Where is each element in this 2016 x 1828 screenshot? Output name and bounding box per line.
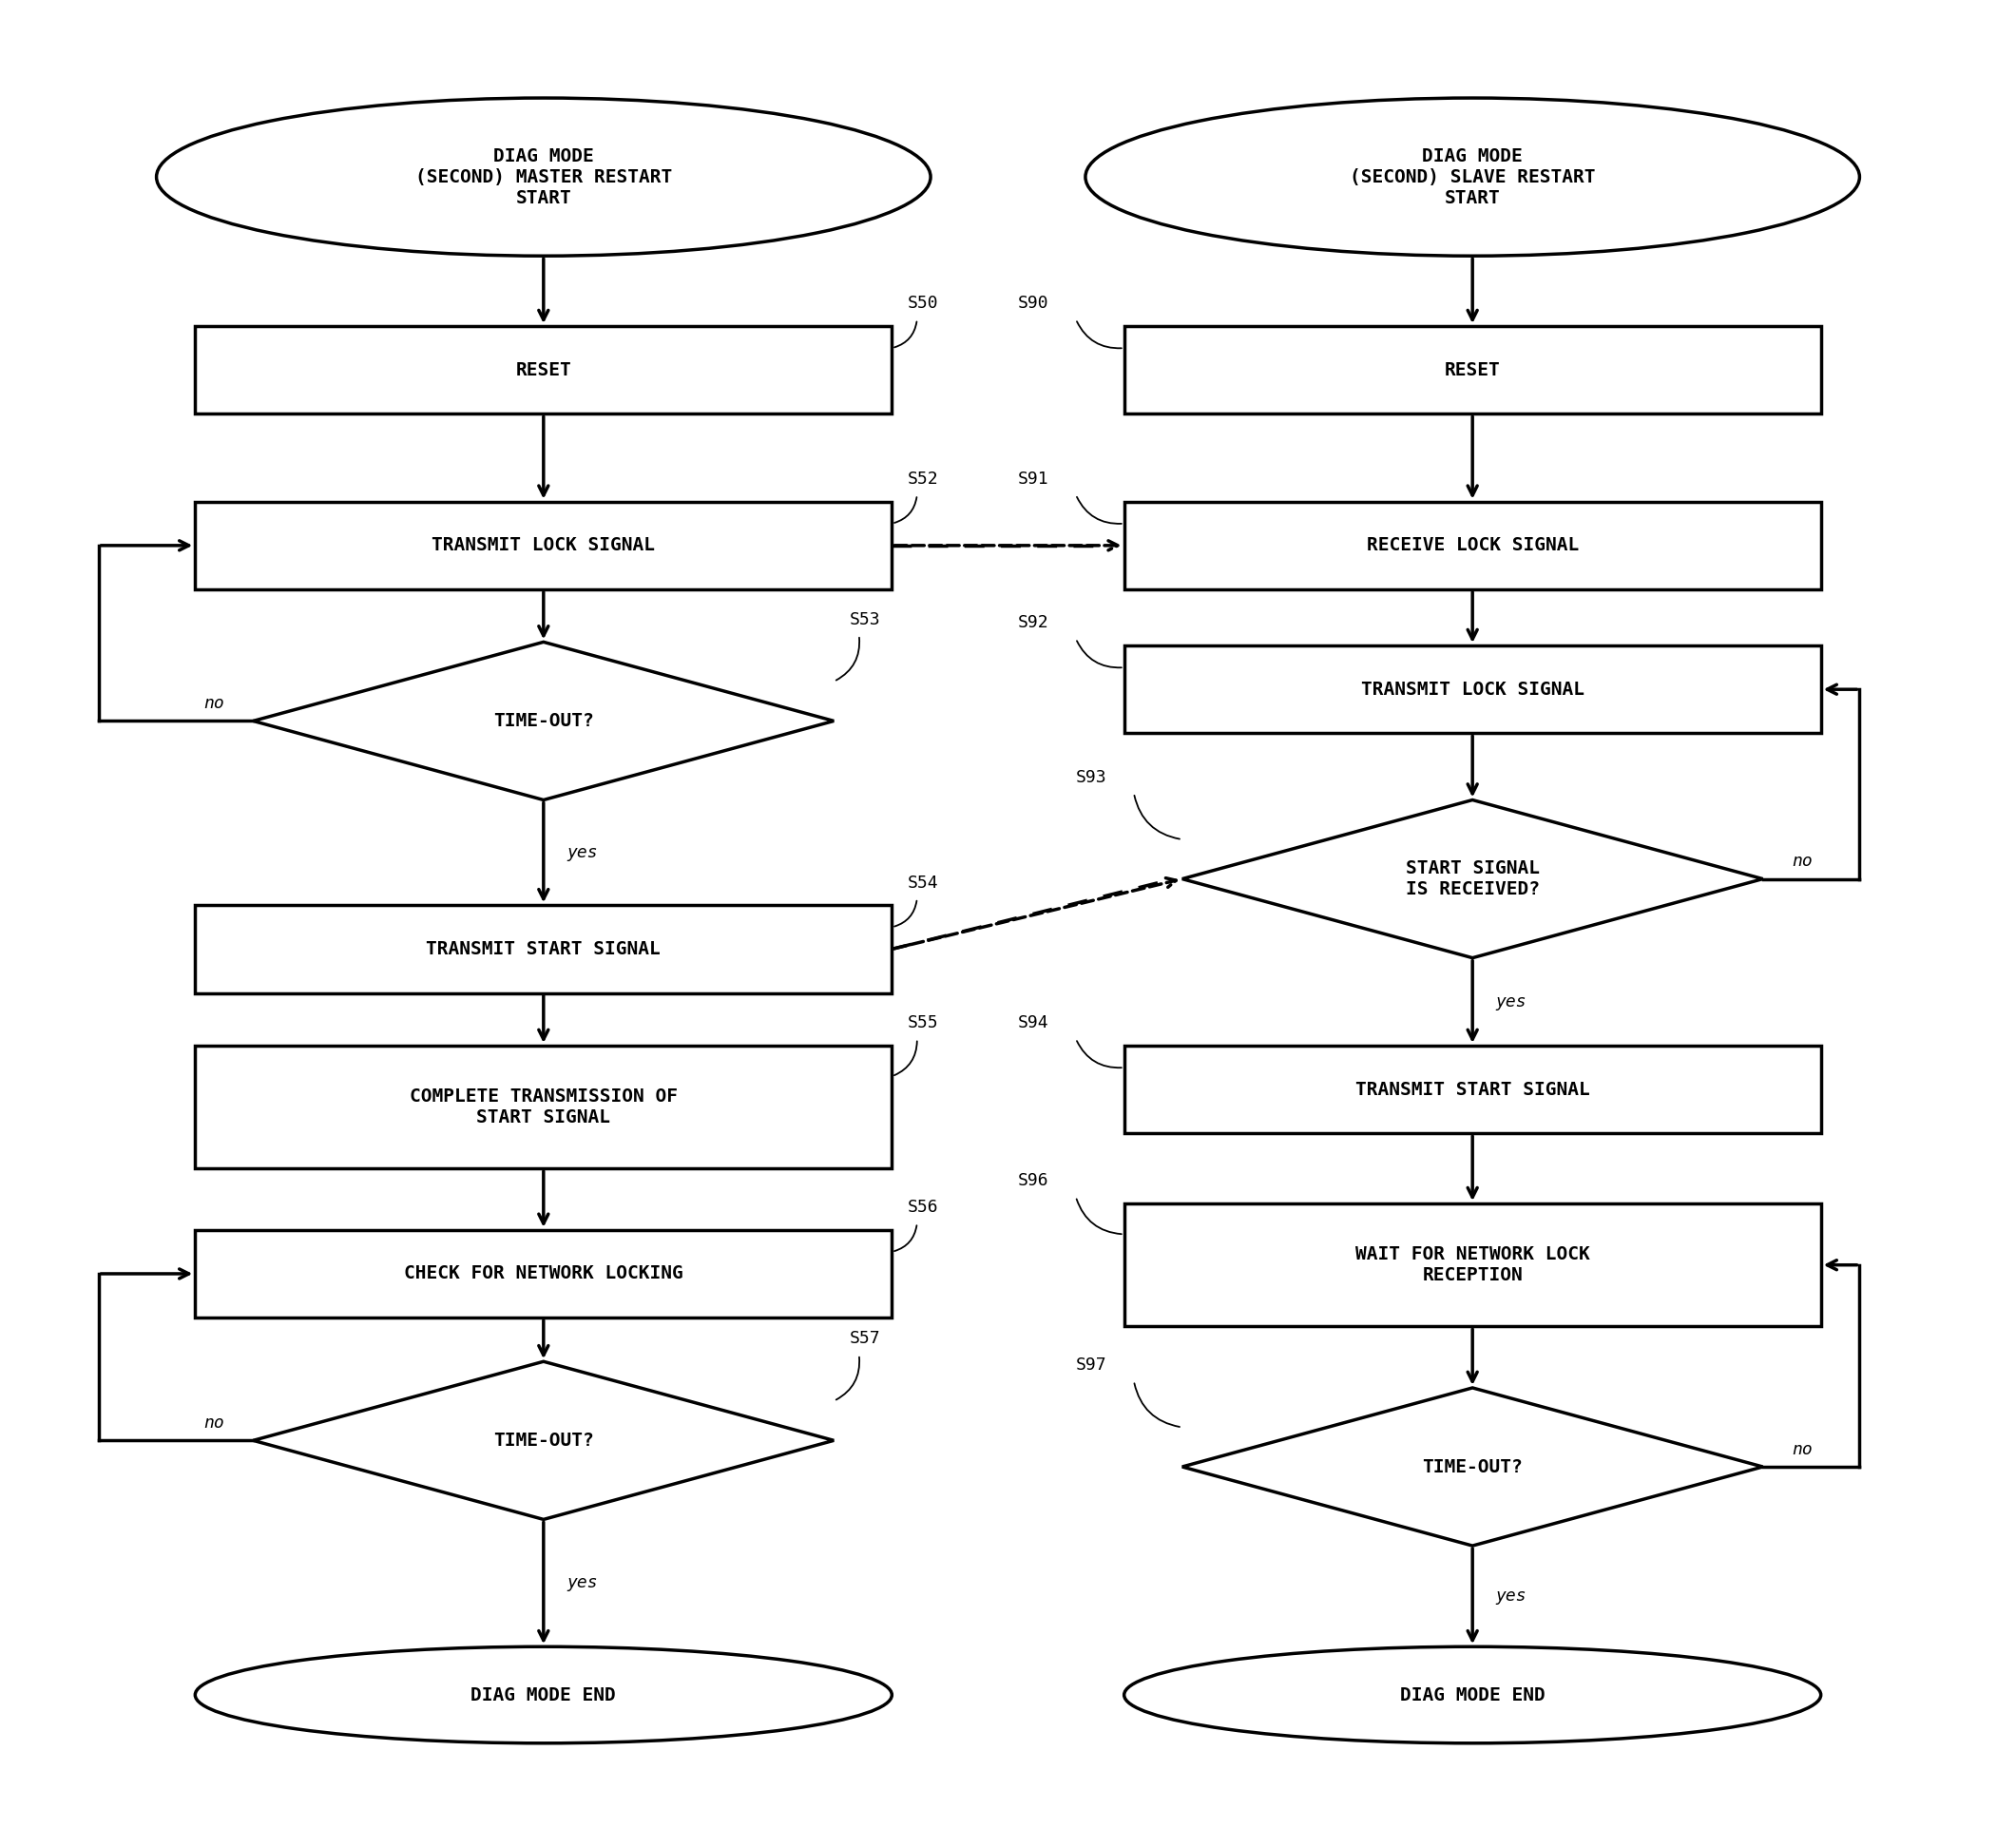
Text: S52: S52	[907, 470, 937, 488]
Text: no: no	[204, 695, 224, 713]
Text: RESET: RESET	[516, 360, 571, 378]
Text: S94: S94	[1018, 1015, 1048, 1031]
Text: S56: S56	[907, 1199, 937, 1216]
Text: no: no	[1792, 854, 1812, 870]
Bar	[196, 1046, 891, 1168]
Text: TRANSMIT LOCK SIGNAL: TRANSMIT LOCK SIGNAL	[431, 536, 655, 554]
Text: yes: yes	[1496, 1589, 1526, 1605]
Text: S92: S92	[1018, 614, 1048, 631]
Text: S55: S55	[907, 1015, 937, 1031]
Text: START SIGNAL
IS RECEIVED?: START SIGNAL IS RECEIVED?	[1405, 859, 1540, 898]
Text: TRANSMIT START SIGNAL: TRANSMIT START SIGNAL	[425, 940, 661, 958]
Text: TRANSMIT START SIGNAL: TRANSMIT START SIGNAL	[1355, 1080, 1591, 1099]
Bar	[1125, 325, 1820, 413]
Text: TIME-OUT?: TIME-OUT?	[494, 711, 595, 729]
Text: TRANSMIT LOCK SIGNAL: TRANSMIT LOCK SIGNAL	[1361, 680, 1585, 698]
Text: RECEIVE LOCK SIGNAL: RECEIVE LOCK SIGNAL	[1367, 536, 1579, 554]
Text: S54: S54	[907, 874, 937, 892]
Text: yes: yes	[1496, 993, 1526, 1011]
Bar	[196, 501, 891, 589]
Text: S57: S57	[849, 1331, 881, 1347]
Text: DIAG MODE END: DIAG MODE END	[472, 1685, 617, 1704]
Bar	[1125, 501, 1820, 589]
Bar	[196, 905, 891, 993]
Text: COMPLETE TRANSMISSION OF
START SIGNAL: COMPLETE TRANSMISSION OF START SIGNAL	[409, 1088, 677, 1126]
Text: RESET: RESET	[1445, 360, 1500, 378]
Bar	[1125, 1203, 1820, 1327]
Text: S93: S93	[1077, 770, 1107, 786]
Text: S53: S53	[849, 611, 881, 629]
Bar	[1125, 1046, 1820, 1133]
Text: yes: yes	[566, 845, 599, 861]
Text: no: no	[1792, 1440, 1812, 1459]
Text: S90: S90	[1018, 294, 1048, 313]
Text: no: no	[204, 1415, 224, 1431]
Text: S91: S91	[1018, 470, 1048, 488]
Bar	[196, 1230, 891, 1318]
Bar	[1125, 645, 1820, 733]
Text: S50: S50	[907, 294, 937, 313]
Text: CHECK FOR NETWORK LOCKING: CHECK FOR NETWORK LOCKING	[403, 1265, 683, 1283]
Text: DIAG MODE
(SECOND) MASTER RESTART
START: DIAG MODE (SECOND) MASTER RESTART START	[415, 146, 671, 207]
Text: yes: yes	[566, 1574, 599, 1592]
Text: TIME-OUT?: TIME-OUT?	[1421, 1457, 1522, 1475]
Text: S97: S97	[1077, 1356, 1107, 1375]
Text: WAIT FOR NETWORK LOCK
RECEPTION: WAIT FOR NETWORK LOCK RECEPTION	[1355, 1245, 1591, 1285]
Text: DIAG MODE END: DIAG MODE END	[1399, 1685, 1544, 1704]
Bar	[196, 325, 891, 413]
Text: S96: S96	[1018, 1172, 1048, 1190]
Text: DIAG MODE
(SECOND) SLAVE RESTART
START: DIAG MODE (SECOND) SLAVE RESTART START	[1349, 146, 1595, 207]
Text: TIME-OUT?: TIME-OUT?	[494, 1431, 595, 1450]
